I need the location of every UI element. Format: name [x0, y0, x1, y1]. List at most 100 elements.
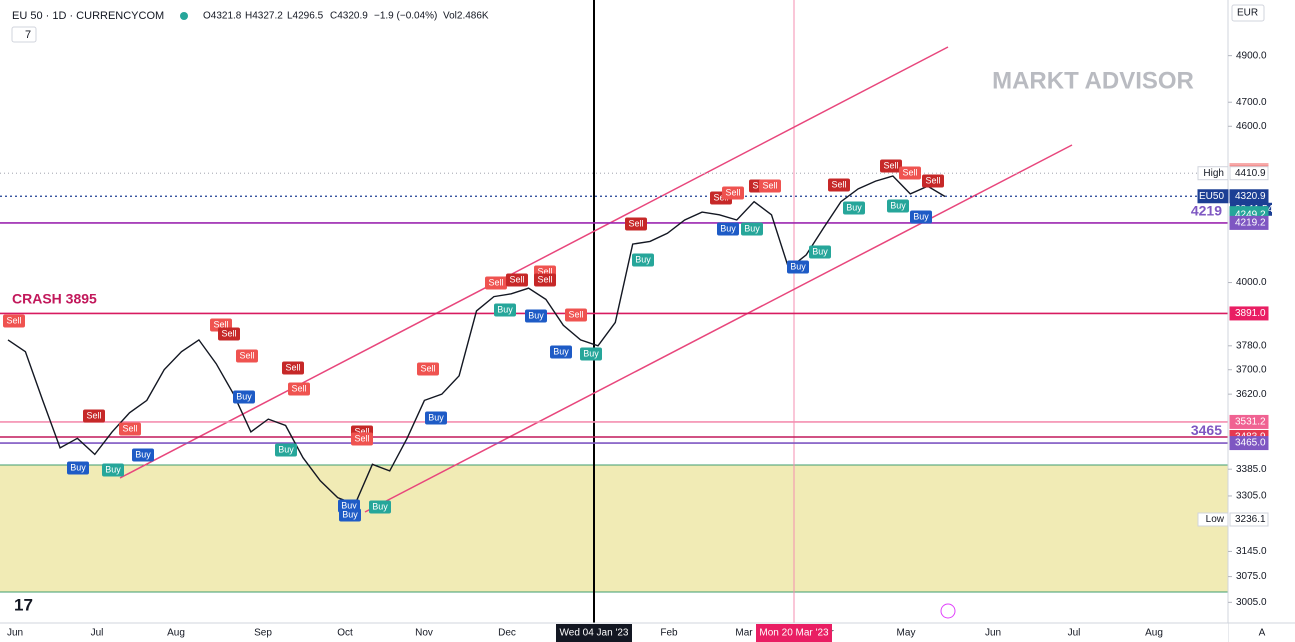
- y-tick-label: 3005.0: [1236, 597, 1267, 608]
- signal-label: Sell: [354, 426, 369, 436]
- signal-label: Sell: [725, 187, 740, 197]
- channel-upper: [119, 46, 949, 479]
- signal-badge: [534, 273, 556, 287]
- price-tag: [1229, 306, 1269, 321]
- signal-label: Sell: [488, 277, 503, 287]
- signal-label: Buy: [890, 200, 906, 210]
- x-tick-label: Jul: [1068, 628, 1081, 639]
- price-tag-label: 4410.9: [1235, 168, 1266, 179]
- y-tick-label: 3620.0: [1236, 389, 1267, 400]
- level-annotation: 3465: [1191, 422, 1222, 438]
- signal-label: Sell: [6, 315, 21, 325]
- price-tag: [1229, 436, 1269, 451]
- signal-label: Sell: [883, 160, 898, 170]
- signal-badge: [275, 443, 297, 457]
- x-tick-label: r: [830, 628, 834, 639]
- signal-label: Buy: [812, 246, 828, 256]
- signal-label: Buy: [236, 391, 252, 401]
- signal-label: Sell: [291, 383, 306, 393]
- y-tick-label: 4900.0: [1236, 50, 1267, 61]
- currency[interactable]: EUR: [1237, 8, 1258, 19]
- signal-label: Sell: [537, 274, 552, 284]
- signal-label: Buy: [528, 310, 544, 320]
- y-tick-label: 3385.0: [1236, 464, 1267, 475]
- ohlc-value: H4327.2: [245, 11, 283, 22]
- indicator-count[interactable]: 7: [25, 29, 31, 41]
- price-tag-caption: EU50: [1199, 191, 1224, 202]
- signal-label: Sell: [213, 319, 228, 329]
- signal-badge: [369, 500, 391, 514]
- signal-badge: [494, 303, 516, 317]
- ohlc-value: L4296.5: [287, 11, 324, 22]
- x-tick-label: Jun: [7, 628, 23, 639]
- x-tick-label: Jun: [985, 628, 1001, 639]
- time-axis: Jun Jul Aug Sep Oct Nov Dec Feb Mar r May Jun Jul Aug…: [7, 624, 1266, 642]
- indicator-toggle[interactable]: [11, 26, 37, 43]
- event-icon[interactable]: [940, 603, 956, 619]
- signal-badge: [506, 273, 528, 287]
- signal-label: Sell: [86, 410, 101, 420]
- x-tick-label: Aug: [1145, 628, 1163, 639]
- y-tick-label: 4700.0: [1236, 97, 1267, 108]
- signal-label: Buy: [913, 211, 929, 221]
- price-tag-caption: Low: [1206, 514, 1225, 525]
- y-tick-label: 3780.0: [1236, 340, 1267, 351]
- signal-label: Sell: [537, 266, 552, 276]
- signal-label: Buy: [720, 223, 736, 233]
- signal-badge: [887, 199, 909, 213]
- signal-badge: [717, 222, 739, 236]
- signal-badge: [787, 260, 809, 274]
- symbol-title: EU 50 · 1D · CURRENCYCOM: [12, 10, 164, 22]
- tv-logo: 17: [14, 595, 33, 614]
- level-annotation: 4219: [1191, 203, 1222, 219]
- signal-badge: [351, 432, 373, 446]
- signal-label: Buy: [553, 346, 569, 356]
- currency-button[interactable]: [1231, 4, 1265, 22]
- crosshair-date-bg: [756, 624, 832, 642]
- x-tick-label: Sep: [254, 628, 272, 639]
- signal-badge: [233, 390, 255, 404]
- signal-label: Buy: [341, 500, 357, 510]
- channel-lower: [364, 144, 1073, 513]
- signal-badge: [83, 409, 105, 423]
- signal-badge: [67, 461, 89, 475]
- x-tick-label: May: [897, 628, 916, 639]
- signal-badge: [339, 508, 361, 522]
- signal-label: Buy: [790, 261, 806, 271]
- price-axis-bg: [1228, 0, 1295, 642]
- levels: 4219 3465 CRASH 3895: [0, 172, 1228, 444]
- x-tick-label: Nov: [415, 628, 433, 639]
- signal-label: Sell: [628, 218, 643, 228]
- crosshair-date: Wed 04 Jan '23: [560, 628, 629, 639]
- signal-label: Sell: [354, 433, 369, 443]
- signal-label: Buy: [105, 464, 121, 474]
- signal-label: Buy: [846, 202, 862, 212]
- signal-badge: [565, 308, 587, 322]
- signal-badge: [236, 349, 258, 363]
- x-tick-label: Feb: [660, 628, 678, 639]
- price-tag: [1229, 166, 1269, 181]
- signal-badge: [741, 222, 763, 236]
- signal-badge: [288, 382, 310, 396]
- signal-label: Sell: [509, 274, 524, 284]
- x-tick-label: A: [1259, 628, 1266, 639]
- signal-label: Sell: [762, 180, 777, 190]
- price-tag-caption-bg: [1197, 166, 1229, 181]
- signal-label: Sell: [122, 423, 137, 433]
- x-tick-label: Oct: [337, 628, 353, 639]
- price-tag-caption-bg: [1197, 512, 1229, 527]
- watermark: MARKT ADVISOR: [992, 67, 1194, 94]
- x-tick-label: Jul: [91, 628, 104, 639]
- volume: Vol2.486K: [443, 11, 489, 22]
- price-tag: [1229, 215, 1269, 230]
- price-tag-label: 4249.2: [1235, 210, 1266, 221]
- change: −1.9 (−0.04%): [374, 11, 437, 22]
- signal-badge: [3, 314, 25, 328]
- signal-badge: [759, 179, 781, 193]
- y-tick-label: 3700.0: [1236, 364, 1267, 375]
- signal-label: Sell: [221, 328, 236, 338]
- ohlc-value: O4321.8: [203, 11, 242, 22]
- signal-label: Sell: [285, 362, 300, 372]
